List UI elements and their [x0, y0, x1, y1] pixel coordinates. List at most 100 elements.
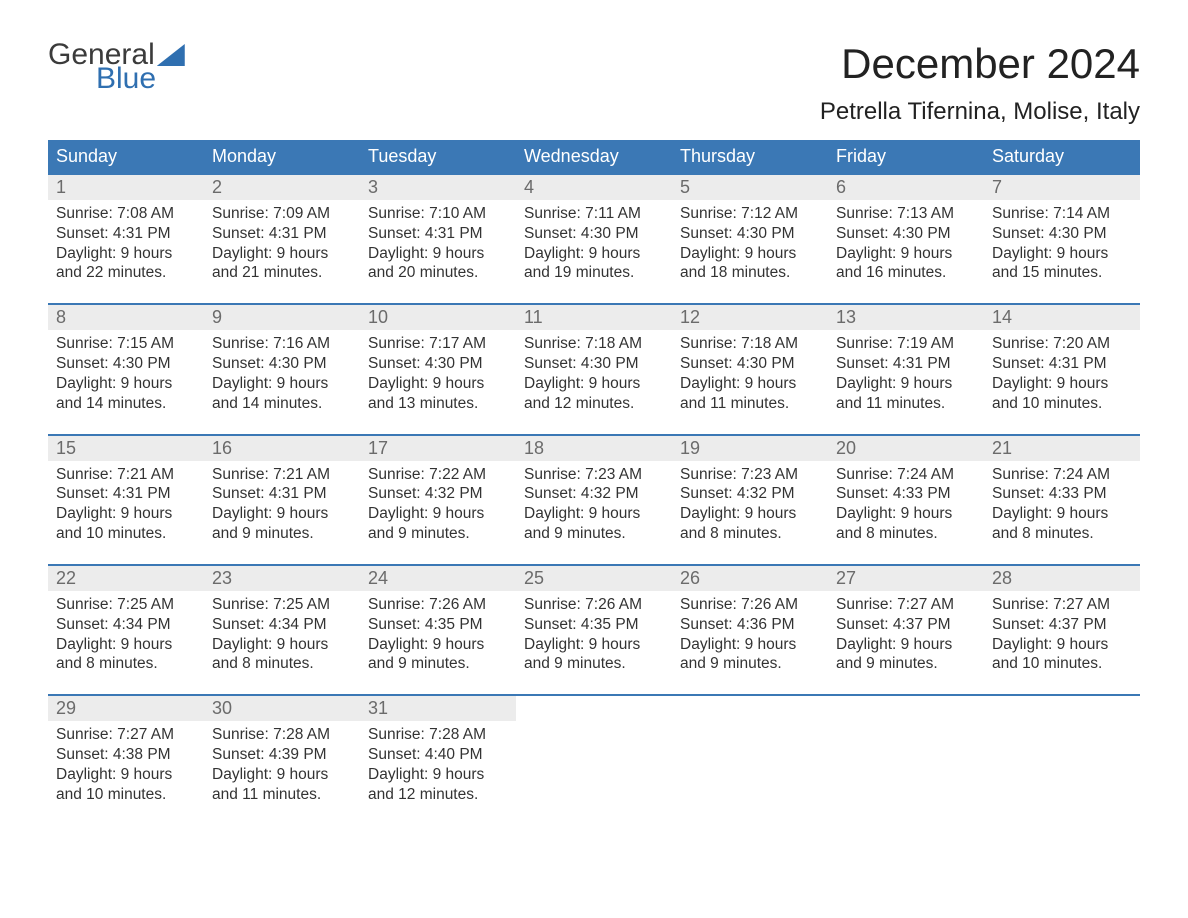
day-body: Sunrise: 7:27 AMSunset: 4:38 PMDaylight:…: [56, 725, 196, 804]
day-number: 2: [204, 175, 360, 200]
dow-thursday: Thursday: [672, 140, 828, 173]
day-number: 30: [204, 696, 360, 721]
day-number: 22: [48, 566, 204, 591]
day-number: 28: [984, 566, 1140, 591]
day-body: Sunrise: 7:24 AMSunset: 4:33 PMDaylight:…: [836, 465, 976, 544]
day-body: Sunrise: 7:21 AMSunset: 4:31 PMDaylight:…: [212, 465, 352, 544]
day-number: 23: [204, 566, 360, 591]
day-number: 24: [360, 566, 516, 591]
day-number: 9: [204, 305, 360, 330]
day-cell: 27Sunrise: 7:27 AMSunset: 4:37 PMDayligh…: [828, 566, 984, 680]
day-number: 20: [828, 436, 984, 461]
day-number: 10: [360, 305, 516, 330]
day-cell: 19 Sunrise: 7:23 AMSunset: 4:32 PMDayligh…: [672, 436, 828, 550]
day-cell: 31Sunrise: 7:28 AMSunset: 4:40 PMDayligh…: [360, 696, 516, 810]
day-cell: 21 Sunrise: 7:24 AMSunset: 4:33 PMDayligh…: [984, 436, 1140, 550]
day-body: Sunrise: 7:12 AMSunset: 4:30 PMDaylight:…: [680, 204, 820, 283]
day-number: 21: [984, 436, 1140, 461]
location: Petrella Tifernina, Molise, Italy: [820, 98, 1140, 126]
day-cell: 25Sunrise: 7:26 AMSunset: 4:35 PMDayligh…: [516, 566, 672, 680]
day-number: 5: [672, 175, 828, 200]
day-cell: 1 Sunrise: 7:08 AMSunset: 4:31 PMDaylight…: [48, 175, 204, 289]
day-body: Sunrise: 7:24 AMSunset: 4:33 PMDaylight:…: [992, 465, 1132, 544]
day-number: 19: [672, 436, 828, 461]
day-number: 26: [672, 566, 828, 591]
day-body: Sunrise: 7:21 AMSunset: 4:31 PMDaylight:…: [56, 465, 196, 544]
day-number: 4: [516, 175, 672, 200]
day-body: Sunrise: 7:23 AMSunset: 4:32 PMDaylight:…: [680, 465, 820, 544]
day-cell: 9 Sunrise: 7:16 AMSunset: 4:30 PMDaylight…: [204, 305, 360, 419]
day-cell: 3Sunrise: 7:10 AMSunset: 4:31 PMDaylight…: [360, 175, 516, 289]
week-row: 1 Sunrise: 7:08 AMSunset: 4:31 PMDaylight…: [48, 173, 1140, 289]
day-number: 16: [204, 436, 360, 461]
day-body: Sunrise: 7:22 AMSunset: 4:32 PMDaylight:…: [368, 465, 508, 544]
day-cell: 16 Sunrise: 7:21 AMSunset: 4:31 PMDayligh…: [204, 436, 360, 550]
day-body: Sunrise: 7:18 AMSunset: 4:30 PMDaylight:…: [524, 334, 664, 413]
day-cell: 23 Sunrise: 7:25 AMSunset: 4:34 PMDayligh…: [204, 566, 360, 680]
day-number: 15: [48, 436, 204, 461]
day-body: Sunrise: 7:18 AMSunset: 4:30 PMDaylight:…: [680, 334, 820, 413]
day-cell: 12Sunrise: 7:18 AMSunset: 4:30 PMDayligh…: [672, 305, 828, 419]
dow-friday: Friday: [828, 140, 984, 173]
day-cell: [516, 696, 672, 810]
day-cell: 5 Sunrise: 7:12 AMSunset: 4:30 PMDaylight…: [672, 175, 828, 289]
title-block: December 2024 Petrella Tifernina, Molise…: [820, 40, 1140, 126]
day-cell: [672, 696, 828, 810]
day-cell: 8 Sunrise: 7:15 AMSunset: 4:30 PMDaylight…: [48, 305, 204, 419]
dow-sunday: Sunday: [48, 140, 204, 173]
day-cell: 17 Sunrise: 7:22 AMSunset: 4:32 PMDayligh…: [360, 436, 516, 550]
day-body: Sunrise: 7:20 AMSunset: 4:31 PMDaylight:…: [992, 334, 1132, 413]
brand-sail-icon: [157, 44, 185, 66]
day-body: Sunrise: 7:25 AMSunset: 4:34 PMDaylight:…: [212, 595, 352, 674]
day-body: Sunrise: 7:15 AMSunset: 4:30 PMDaylight:…: [56, 334, 196, 413]
day-number: 6: [828, 175, 984, 200]
day-body: Sunrise: 7:26 AMSunset: 4:35 PMDaylight:…: [368, 595, 508, 674]
day-number: 1: [48, 175, 204, 200]
day-body: Sunrise: 7:26 AMSunset: 4:36 PMDaylight:…: [680, 595, 820, 674]
day-cell: 28Sunrise: 7:27 AMSunset: 4:37 PMDayligh…: [984, 566, 1140, 680]
day-cell: 2 Sunrise: 7:09 AMSunset: 4:31 PMDaylight…: [204, 175, 360, 289]
brand-logo: General Blue: [48, 40, 185, 94]
month-title: December 2024: [820, 40, 1140, 88]
day-cell: [828, 696, 984, 810]
day-body: Sunrise: 7:08 AMSunset: 4:31 PMDaylight:…: [56, 204, 196, 283]
day-cell: 24 Sunrise: 7:26 AMSunset: 4:35 PMDayligh…: [360, 566, 516, 680]
day-of-week-header: Sunday Monday Tuesday Wednesday Thursday…: [48, 140, 1140, 173]
day-cell: 11Sunrise: 7:18 AMSunset: 4:30 PMDayligh…: [516, 305, 672, 419]
day-cell: 7Sunrise: 7:14 AMSunset: 4:30 PMDaylight…: [984, 175, 1140, 289]
day-cell: 22Sunrise: 7:25 AMSunset: 4:34 PMDayligh…: [48, 566, 204, 680]
dow-monday: Monday: [204, 140, 360, 173]
day-cell: 20 Sunrise: 7:24 AMSunset: 4:33 PMDayligh…: [828, 436, 984, 550]
day-body: Sunrise: 7:28 AMSunset: 4:39 PMDaylight:…: [212, 725, 352, 804]
day-cell: 13 Sunrise: 7:19 AMSunset: 4:31 PMDayligh…: [828, 305, 984, 419]
brand-word2: Blue: [48, 64, 185, 94]
day-body: Sunrise: 7:10 AMSunset: 4:31 PMDaylight:…: [368, 204, 508, 283]
day-cell: 6Sunrise: 7:13 AMSunset: 4:30 PMDaylight…: [828, 175, 984, 289]
week-row: 29 Sunrise: 7:27 AMSunset: 4:38 PMDayligh…: [48, 694, 1140, 810]
day-number: 29: [48, 696, 204, 721]
day-body: Sunrise: 7:19 AMSunset: 4:31 PMDaylight:…: [836, 334, 976, 413]
day-cell: 14 Sunrise: 7:20 AMSunset: 4:31 PMDayligh…: [984, 305, 1140, 419]
week-row: 22 Sunrise: 7:25 AMSunset: 4:34 PMDayligh…: [48, 564, 1140, 680]
day-number: 13: [828, 305, 984, 330]
day-body: Sunrise: 7:11 AMSunset: 4:30 PMDaylight:…: [524, 204, 664, 283]
day-number: 8: [48, 305, 204, 330]
day-number: 14: [984, 305, 1140, 330]
dow-tuesday: Tuesday: [360, 140, 516, 173]
week-row: 15 Sunrise: 7:21 AMSunset: 4:31 PMDayligh…: [48, 434, 1140, 550]
day-number: 17: [360, 436, 516, 461]
day-cell: 30 Sunrise: 7:28 AMSunset: 4:39 PMDayligh…: [204, 696, 360, 810]
day-body: Sunrise: 7:23 AMSunset: 4:32 PMDaylight:…: [524, 465, 664, 544]
day-body: Sunrise: 7:16 AMSunset: 4:30 PMDaylight:…: [212, 334, 352, 413]
dow-wednesday: Wednesday: [516, 140, 672, 173]
day-cell: 26 Sunrise: 7:26 AMSunset: 4:36 PMDayligh…: [672, 566, 828, 680]
week-row: 8 Sunrise: 7:15 AMSunset: 4:30 PMDaylight…: [48, 303, 1140, 419]
day-cell: 15 Sunrise: 7:21 AMSunset: 4:31 PMDayligh…: [48, 436, 204, 550]
day-body: Sunrise: 7:09 AMSunset: 4:31 PMDaylight:…: [212, 204, 352, 283]
day-cell: [984, 696, 1140, 810]
dow-saturday: Saturday: [984, 140, 1140, 173]
day-body: Sunrise: 7:17 AMSunset: 4:30 PMDaylight:…: [368, 334, 508, 413]
calendar: Sunday Monday Tuesday Wednesday Thursday…: [48, 140, 1140, 811]
day-number: 18: [516, 436, 672, 461]
day-cell: 29 Sunrise: 7:27 AMSunset: 4:38 PMDayligh…: [48, 696, 204, 810]
